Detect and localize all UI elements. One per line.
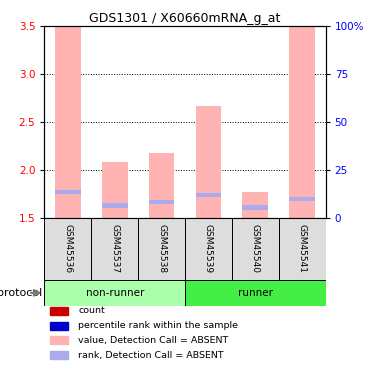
Text: non-runner: non-runner — [85, 288, 144, 298]
Bar — [102, 204, 128, 208]
Title: GDS1301 / X60660mRNA_g_at: GDS1301 / X60660mRNA_g_at — [89, 12, 281, 25]
Bar — [289, 26, 315, 218]
Bar — [50, 321, 68, 330]
Text: GSM45537: GSM45537 — [110, 224, 119, 273]
Bar — [102, 162, 128, 218]
Text: GSM45541: GSM45541 — [298, 225, 307, 273]
Bar — [55, 190, 81, 194]
Text: GSM45539: GSM45539 — [204, 224, 213, 273]
Bar — [50, 351, 68, 359]
Text: GSM45538: GSM45538 — [157, 224, 166, 273]
Bar — [44, 218, 91, 280]
Text: GSM45536: GSM45536 — [63, 224, 72, 273]
Bar — [91, 218, 138, 280]
Bar — [196, 193, 221, 197]
Bar — [242, 206, 268, 210]
Bar — [50, 336, 68, 344]
Bar — [289, 197, 315, 201]
Text: GSM45540: GSM45540 — [251, 225, 260, 273]
Bar — [242, 192, 268, 218]
Bar — [232, 218, 279, 280]
Text: percentile rank within the sample: percentile rank within the sample — [78, 321, 238, 330]
Text: runner: runner — [238, 288, 273, 298]
Text: protocol: protocol — [0, 288, 42, 298]
Bar — [185, 218, 232, 280]
Bar — [279, 218, 326, 280]
Text: value, Detection Call = ABSENT: value, Detection Call = ABSENT — [78, 336, 228, 345]
Bar — [149, 153, 175, 218]
Bar — [55, 26, 81, 218]
Bar — [149, 200, 175, 204]
Bar — [138, 218, 185, 280]
Text: rank, Detection Call = ABSENT: rank, Detection Call = ABSENT — [78, 351, 224, 360]
Bar — [196, 106, 221, 218]
Bar — [185, 280, 326, 306]
Text: count: count — [78, 306, 105, 315]
Bar — [50, 307, 68, 315]
Bar — [44, 280, 185, 306]
